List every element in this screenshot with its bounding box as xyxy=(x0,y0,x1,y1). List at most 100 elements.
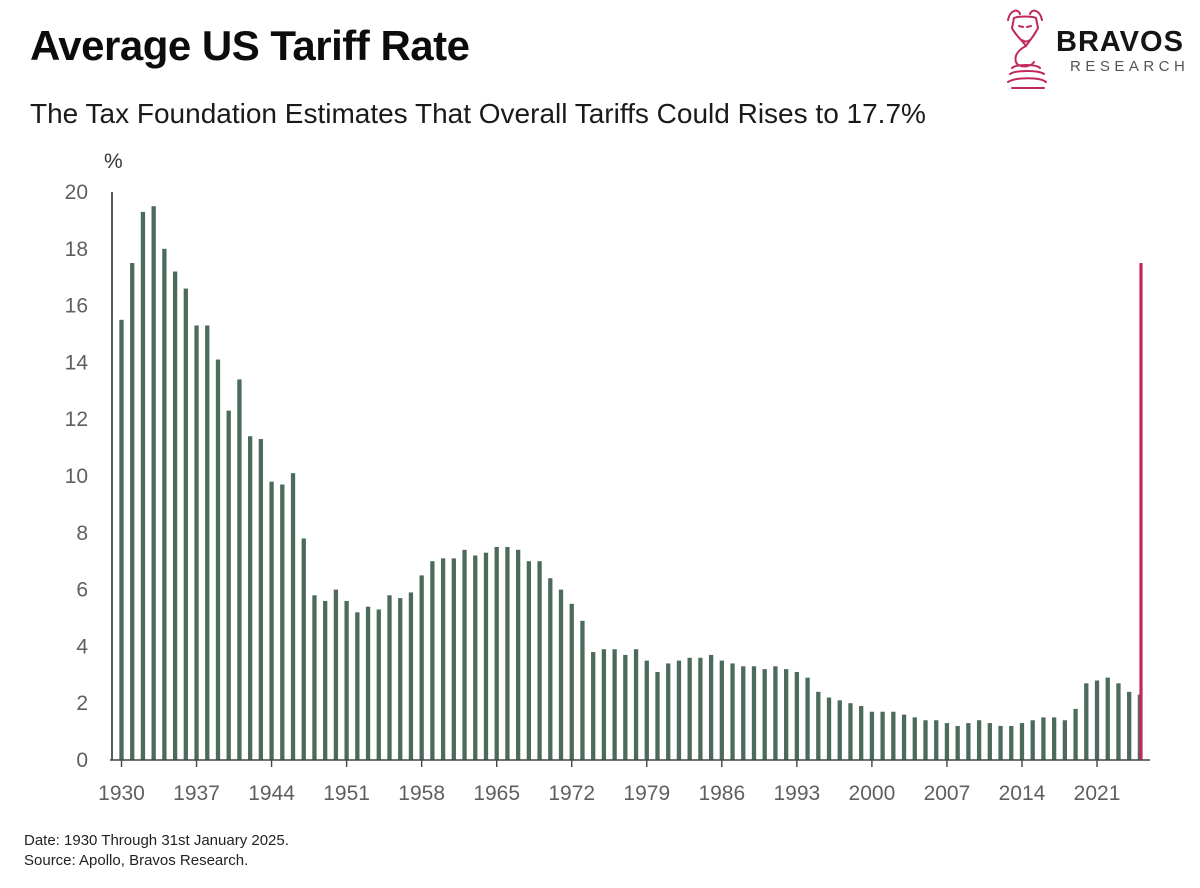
bar xyxy=(183,288,188,760)
bar xyxy=(430,561,435,760)
bar xyxy=(387,595,392,760)
y-tick-label: 18 xyxy=(65,238,88,261)
y-tick-label: 16 xyxy=(65,295,88,318)
bar xyxy=(290,473,296,760)
bar xyxy=(966,723,971,760)
bar xyxy=(333,589,339,760)
bar xyxy=(623,654,628,760)
x-tick-label: 2000 xyxy=(849,782,896,805)
y-axis-label: % xyxy=(104,150,123,173)
bar xyxy=(1051,717,1057,760)
bar xyxy=(987,723,992,760)
bar xyxy=(440,558,446,760)
bar xyxy=(783,669,789,760)
bar xyxy=(1019,723,1025,760)
bar xyxy=(151,206,156,760)
bar xyxy=(419,575,424,760)
bar xyxy=(591,652,596,760)
x-tick-label: 1951 xyxy=(323,782,370,805)
bar xyxy=(1116,683,1121,760)
bar xyxy=(687,657,692,760)
bar xyxy=(537,561,542,760)
bar xyxy=(548,578,553,760)
bar xyxy=(869,711,875,760)
bar xyxy=(205,325,210,760)
chart-subtitle: The Tax Foundation Estimates That Overal… xyxy=(30,98,926,129)
bar xyxy=(1062,720,1068,760)
bar xyxy=(140,211,146,760)
x-tick-label: 1993 xyxy=(774,782,821,805)
bar xyxy=(751,666,757,760)
bar xyxy=(462,549,467,760)
bar xyxy=(280,484,285,760)
y-tick-label: 12 xyxy=(65,408,88,431)
bar xyxy=(162,248,167,761)
bar xyxy=(1041,717,1046,760)
estimate-bar xyxy=(1139,263,1143,760)
bar xyxy=(698,657,703,760)
x-tick-label: 2014 xyxy=(999,782,1046,805)
bar xyxy=(934,720,939,760)
bar xyxy=(612,649,617,760)
y-tick-label: 20 xyxy=(65,181,88,204)
bar xyxy=(483,552,489,760)
bar xyxy=(1105,677,1110,760)
bar xyxy=(172,271,178,760)
bar xyxy=(708,654,714,760)
y-tick-label: 14 xyxy=(65,351,89,374)
bar xyxy=(859,706,864,760)
x-tick-label: 1937 xyxy=(173,782,220,805)
x-tick-label: 1930 xyxy=(98,782,145,805)
bar xyxy=(976,720,982,760)
y-tick-label: 8 xyxy=(76,522,88,545)
bar xyxy=(730,663,735,760)
bar xyxy=(923,720,928,760)
bar xyxy=(515,549,521,760)
bar xyxy=(558,589,564,760)
bar xyxy=(1030,720,1035,760)
bar xyxy=(451,558,456,760)
x-tick-label: 1972 xyxy=(548,782,595,805)
bar xyxy=(880,711,885,760)
y-tick-label: 10 xyxy=(65,465,88,488)
bar xyxy=(494,547,499,760)
x-tick-label: 1958 xyxy=(398,782,445,805)
bar xyxy=(580,620,585,760)
bar xyxy=(569,603,574,760)
bar xyxy=(344,600,349,760)
chart-title: Average US Tariff Rate xyxy=(30,22,470,69)
bar xyxy=(226,410,231,760)
bar xyxy=(826,697,832,760)
bar xyxy=(526,561,532,760)
bar xyxy=(247,436,253,760)
y-tick-label: 6 xyxy=(76,579,88,602)
bar xyxy=(312,595,317,760)
bar xyxy=(644,660,649,760)
bar xyxy=(816,691,821,760)
bar xyxy=(666,663,671,760)
bar xyxy=(376,609,381,760)
bar xyxy=(805,677,810,760)
bar xyxy=(194,325,199,760)
bar xyxy=(130,263,135,760)
bar xyxy=(258,439,264,760)
bar xyxy=(891,711,896,760)
bar xyxy=(119,319,124,760)
bar xyxy=(794,671,800,760)
bar xyxy=(837,700,842,760)
bar xyxy=(1009,725,1014,760)
bar xyxy=(473,555,478,760)
bar-series xyxy=(119,206,1143,761)
bar xyxy=(655,671,660,760)
bravos-research-logo: BRAVOS RESEARCH xyxy=(1000,6,1196,90)
bar xyxy=(505,547,510,760)
bar xyxy=(1073,708,1078,760)
y-axis-ticks: 0 2 4 6 8 10 12 14 16 18 20 xyxy=(65,181,89,772)
y-tick-label: 2 xyxy=(76,692,88,715)
x-tick-label: 1979 xyxy=(623,782,670,805)
bar xyxy=(601,649,607,760)
bar xyxy=(741,666,746,760)
bar xyxy=(633,649,639,760)
bull-icon xyxy=(1007,9,1047,89)
